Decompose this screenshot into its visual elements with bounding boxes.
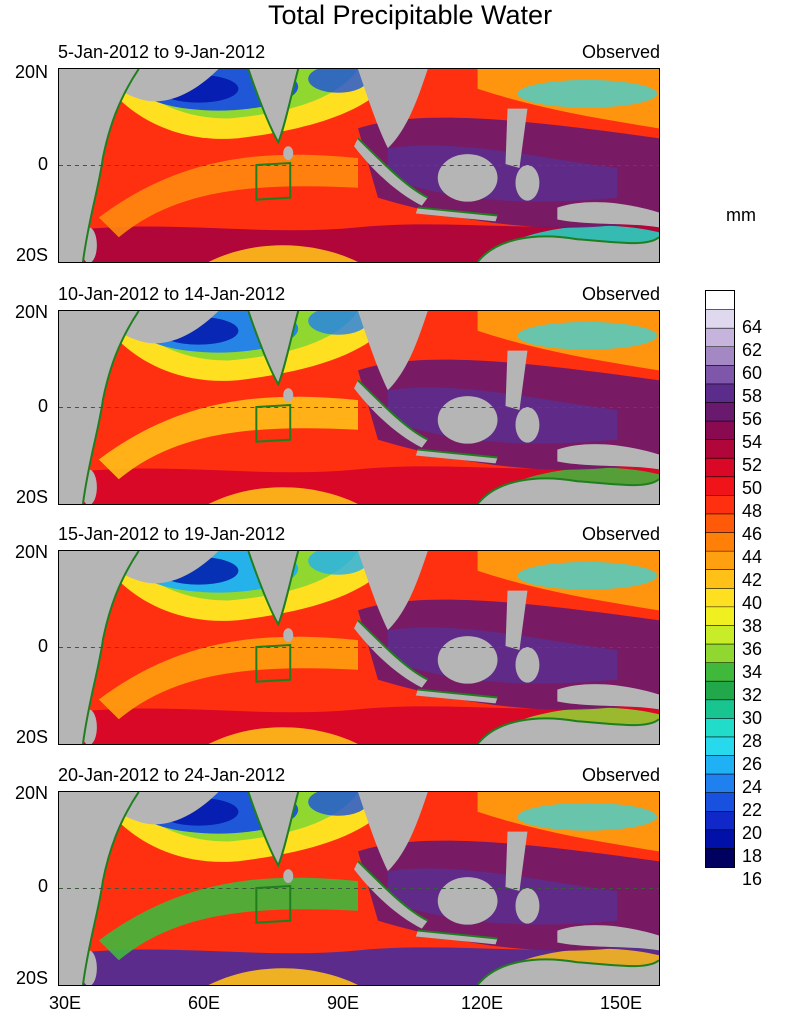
colorbar-tick-label: 24	[742, 777, 763, 798]
colorbar-swatch	[706, 365, 734, 385]
colorbar-swatch	[706, 662, 734, 682]
colorbar-swatch	[706, 328, 734, 348]
map-panel-4-field	[59, 792, 659, 985]
colorbar-tick-label: 26	[742, 754, 763, 775]
map-panel-3-field	[59, 551, 659, 744]
colorbar-swatch	[706, 811, 734, 831]
colorbar-swatch	[706, 755, 734, 775]
colorbar-swatch	[706, 681, 734, 701]
colorbar-swatch	[706, 476, 734, 496]
map-panel-1	[58, 68, 660, 263]
colorbar-swatch	[706, 829, 734, 849]
colorbar-swatch	[706, 421, 734, 441]
colorbar-tick-label: 64	[742, 317, 763, 338]
colorbar-swatch	[706, 792, 734, 812]
colorbar-tick-label: 54	[742, 432, 763, 453]
colorbar-tick-label: 56	[742, 409, 763, 430]
colorbar-swatch	[706, 402, 734, 422]
colorbar-tick-label: 40	[742, 593, 763, 614]
colorbar-tick-label: 20	[742, 823, 763, 844]
map-panel-4	[58, 791, 660, 986]
lat-label-20s: 20S	[15, 245, 48, 265]
colorbar-swatch	[706, 532, 734, 552]
panel-1-observed-label: Observed	[581, 42, 660, 62]
panel-4-date-label: 20-Jan-2012 to 24-Jan-2012	[58, 765, 286, 785]
lat-label-0: 0	[37, 396, 48, 416]
lat-label-20n: 20N	[14, 62, 48, 82]
colorbar-tick-label: 58	[742, 386, 763, 407]
colorbar-swatch	[706, 346, 734, 366]
colorbar	[705, 290, 735, 868]
panel-4-observed-label: Observed	[581, 765, 660, 785]
lat-label-20s: 20S	[15, 968, 48, 988]
colorbar-swatch	[706, 718, 734, 738]
colorbar-tick-label: 16	[742, 869, 763, 890]
units-label: mm	[726, 205, 756, 225]
study-region-box	[255, 884, 292, 924]
colorbar-tick-label: 48	[742, 501, 763, 522]
colorbar-tick-label: 38	[742, 616, 763, 637]
colorbar-swatch	[706, 569, 734, 589]
lat-label-0: 0	[37, 154, 48, 174]
lat-label-20n: 20N	[14, 783, 48, 803]
colorbar-tick-label: 42	[742, 570, 763, 591]
lat-label-20n: 20N	[14, 542, 48, 562]
colorbar-tick-label: 18	[742, 846, 763, 867]
lat-label-0: 0	[37, 636, 48, 656]
panel-2-observed-label: Observed	[581, 284, 660, 304]
colorbar-swatch	[706, 495, 734, 515]
lon-label-30e: 30E	[48, 993, 82, 1013]
colorbar-tick-label: 62	[742, 340, 763, 361]
colorbar-swatch	[706, 291, 734, 311]
colorbar-tick-label: 34	[742, 662, 763, 683]
lon-label-150e: 150E	[599, 993, 643, 1013]
colorbar-tick-label: 52	[742, 455, 763, 476]
colorbar-swatch	[706, 551, 734, 571]
colorbar-swatch	[706, 644, 734, 664]
colorbar-swatch	[706, 458, 734, 478]
colorbar-tick-label: 32	[742, 685, 763, 706]
colorbar-tick-label: 50	[742, 478, 763, 499]
colorbar-tick-label: 44	[742, 547, 763, 568]
lon-label-90e: 90E	[326, 993, 360, 1013]
study-region-box	[255, 403, 292, 443]
colorbar-tick-label: 46	[742, 524, 763, 545]
map-title: Total Precipitable Water	[267, 0, 553, 30]
map-panel-2-field	[59, 311, 659, 504]
lat-label-20s: 20S	[15, 487, 48, 507]
panel-3-date-label: 15-Jan-2012 to 19-Jan-2012	[58, 524, 286, 544]
colorbar-swatch	[706, 625, 734, 645]
colorbar-swatch	[706, 588, 734, 608]
colorbar-swatch	[706, 513, 734, 534]
colorbar-tick-label: 60	[742, 363, 763, 384]
colorbar-swatch	[706, 699, 734, 719]
lat-label-0: 0	[37, 876, 48, 896]
colorbar-tick-label: 36	[742, 639, 763, 660]
lat-label-20s: 20S	[15, 727, 48, 747]
colorbar-swatch	[706, 736, 734, 757]
lon-label-60e: 60E	[187, 993, 221, 1013]
study-region-box	[255, 161, 292, 201]
colorbar-swatch	[706, 848, 734, 867]
panel-3-observed-label: Observed	[581, 524, 660, 544]
colorbar-swatch	[706, 383, 734, 403]
colorbar-swatch	[706, 606, 734, 626]
map-panel-1-field	[59, 69, 659, 262]
colorbar-tick-label: 22	[742, 800, 763, 821]
map-panel-3	[58, 550, 660, 745]
study-region-box	[255, 643, 292, 683]
map-panel-2	[58, 310, 660, 505]
colorbar-tick-label: 30	[742, 708, 763, 729]
colorbar-swatch	[706, 774, 734, 794]
lat-label-20n: 20N	[14, 302, 48, 322]
colorbar-tick-label: 28	[742, 731, 763, 752]
panel-2-date-label: 10-Jan-2012 to 14-Jan-2012	[58, 284, 286, 304]
colorbar-swatch	[706, 439, 734, 459]
colorbar-swatch	[706, 309, 734, 329]
lon-label-120e: 120E	[460, 993, 504, 1013]
panel-1-date-label: 5-Jan-2012 to 9-Jan-2012	[58, 42, 266, 62]
